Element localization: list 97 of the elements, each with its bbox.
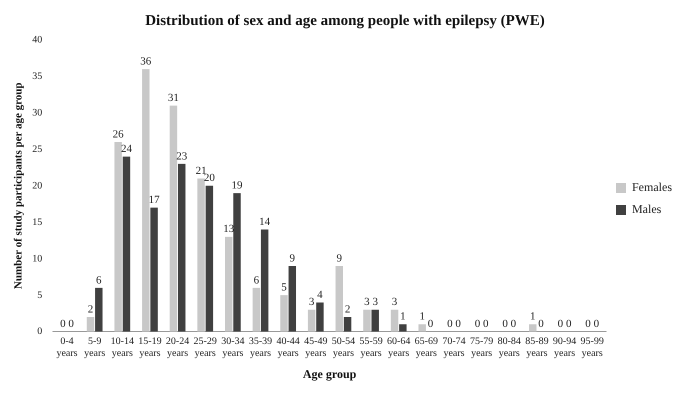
x-tick-label: 20-24 years bbox=[166, 336, 190, 360]
data-label: 0 bbox=[455, 318, 462, 330]
legend-label: Females bbox=[632, 180, 672, 194]
bar bbox=[344, 317, 352, 332]
x-tick-label: 35-39 years bbox=[248, 336, 272, 360]
y-tick-label: 35 bbox=[32, 71, 42, 82]
data-label: 14 bbox=[259, 216, 271, 228]
bar bbox=[114, 142, 122, 332]
y-tick-label: 0 bbox=[37, 326, 42, 338]
data-label: 4 bbox=[317, 288, 324, 301]
data-label: 0 bbox=[428, 318, 434, 330]
data-label: 36 bbox=[140, 56, 152, 68]
bar bbox=[288, 266, 296, 332]
data-label: 2 bbox=[344, 303, 350, 316]
y-tick-label: 20 bbox=[32, 180, 42, 192]
bar bbox=[86, 317, 94, 332]
x-tick-label: 90-94 years bbox=[552, 336, 576, 360]
x-tick-label: 65-69 years bbox=[414, 336, 438, 360]
data-label: 26 bbox=[112, 128, 124, 140]
data-label: 6 bbox=[254, 274, 260, 286]
bar bbox=[399, 324, 407, 332]
x-tick-label: 55-59 years bbox=[359, 336, 383, 360]
y-tick-label: 15 bbox=[32, 216, 42, 228]
bar bbox=[336, 266, 344, 332]
bar bbox=[260, 230, 268, 332]
x-tick-label: 75-79 years bbox=[470, 336, 494, 360]
data-label: 5 bbox=[281, 282, 288, 294]
data-label: 9 bbox=[290, 252, 296, 264]
y-axis-title: Number of study participants per age group bbox=[12, 82, 24, 290]
bar bbox=[95, 288, 103, 332]
x-tick-label: 30-34 years bbox=[221, 336, 245, 360]
data-label: 0 bbox=[566, 318, 572, 330]
x-tick-label: 5-9 years bbox=[84, 336, 106, 360]
data-label: 3 bbox=[364, 296, 370, 308]
y-tick-label: 5 bbox=[37, 290, 42, 301]
bar bbox=[170, 106, 178, 332]
bar bbox=[197, 178, 205, 332]
bar bbox=[316, 302, 324, 332]
x-tick-label: 70-74 years bbox=[442, 336, 466, 360]
data-label: 3 bbox=[308, 296, 315, 308]
data-label: 9 bbox=[336, 252, 343, 264]
bar bbox=[178, 164, 186, 332]
data-label: 2 bbox=[88, 303, 94, 316]
data-label: 6 bbox=[96, 274, 102, 286]
data-label: 0 bbox=[594, 318, 600, 330]
data-label: 0 bbox=[447, 318, 454, 330]
bar bbox=[371, 310, 379, 332]
y-tick-label: 30 bbox=[32, 108, 42, 119]
x-tick-label: 50-54 years bbox=[332, 336, 356, 360]
data-label: 31 bbox=[168, 92, 179, 104]
x-tick-label: 10-14 years bbox=[110, 336, 134, 360]
data-label: 24 bbox=[120, 143, 132, 156]
x-tick-label: 95-99 years bbox=[580, 336, 604, 360]
x-tick-label: 40-44 years bbox=[276, 336, 300, 360]
chart-title: Distribution of sex and age among people with epilepsy (PWE) bbox=[145, 12, 545, 29]
x-tick-label: 15-19 years bbox=[138, 336, 162, 360]
bar bbox=[308, 310, 316, 332]
x-tick-label: 25-29 years bbox=[194, 336, 217, 360]
bar bbox=[206, 186, 214, 332]
bar bbox=[142, 69, 150, 332]
data-label: 19 bbox=[232, 179, 244, 192]
data-label: 1 bbox=[530, 310, 536, 323]
legend-label: Males bbox=[632, 202, 662, 216]
x-tick-label: 85-89 years bbox=[525, 336, 549, 360]
data-label: 0 bbox=[538, 318, 544, 330]
bar bbox=[390, 310, 398, 332]
bar bbox=[224, 236, 232, 332]
data-label: 1 bbox=[419, 310, 425, 323]
data-label: 0 bbox=[585, 318, 592, 330]
x-tick-label: 60-64 years bbox=[387, 336, 410, 360]
x-tick-label: 80-84 years bbox=[498, 336, 521, 360]
bar bbox=[363, 310, 371, 332]
bar bbox=[233, 193, 241, 332]
data-label: 0 bbox=[510, 318, 517, 330]
data-label: 23 bbox=[176, 150, 188, 162]
bar bbox=[418, 324, 426, 332]
data-label: 0 bbox=[483, 318, 490, 330]
data-label: 1 bbox=[400, 310, 406, 323]
y-tick-label: 25 bbox=[32, 144, 42, 155]
bar bbox=[150, 208, 158, 332]
data-label: 0 bbox=[558, 318, 564, 330]
data-label: 0 bbox=[60, 318, 66, 330]
bar bbox=[280, 295, 288, 332]
data-label: 3 bbox=[372, 296, 378, 308]
x-tick-label: 45-49 years bbox=[304, 336, 328, 360]
y-tick-label: 10 bbox=[32, 253, 42, 264]
data-label: 0 bbox=[68, 318, 74, 330]
bar bbox=[252, 288, 260, 332]
data-label: 0 bbox=[502, 318, 508, 330]
data-label: 0 bbox=[474, 318, 481, 330]
data-label: 3 bbox=[392, 296, 398, 308]
bar bbox=[122, 156, 130, 332]
y-tick-label: 40 bbox=[32, 34, 42, 46]
x-axis-title: Age group bbox=[302, 366, 357, 381]
x-tick-label: 0-4 years bbox=[56, 336, 78, 360]
bar bbox=[529, 324, 536, 332]
data-label: 17 bbox=[148, 194, 160, 206]
